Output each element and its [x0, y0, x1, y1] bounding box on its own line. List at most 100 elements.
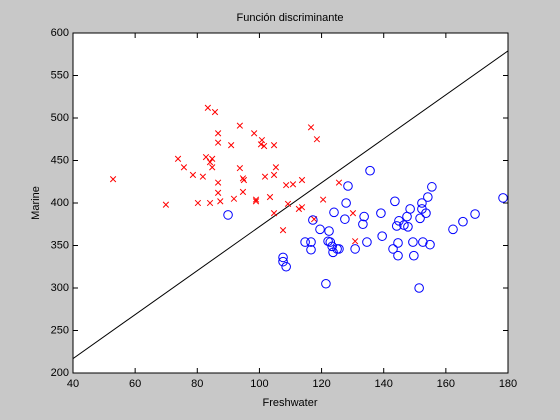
circle-marker [325, 237, 336, 247]
circle-marker [340, 214, 350, 224]
x-marker [228, 142, 235, 149]
x-marker [209, 155, 216, 162]
circle-marker [448, 224, 458, 235]
y-axis-label: Marine [30, 186, 42, 220]
x-tick-label: 140 [375, 378, 393, 390]
circle-marker [377, 231, 387, 241]
circle-marker [390, 196, 400, 207]
plot-layer [73, 50, 508, 359]
x-marker [109, 176, 117, 183]
circle-marker [408, 237, 418, 247]
circle-marker [403, 222, 413, 232]
y-tick-label: 400 [51, 197, 69, 209]
x-marker [214, 179, 222, 186]
x-marker [206, 199, 214, 207]
x-marker [174, 155, 182, 162]
x-marker [298, 204, 306, 211]
x-marker [239, 188, 247, 196]
x-marker [199, 173, 207, 180]
x-marker [313, 136, 321, 143]
circle-marker [341, 198, 351, 208]
x-marker [209, 164, 216, 171]
circle-marker [300, 237, 310, 247]
y-tick-label: 550 [51, 69, 69, 81]
y-tick-label: 300 [51, 282, 69, 294]
circle-marker [458, 216, 468, 227]
x-marker [189, 171, 197, 179]
x-marker [162, 201, 170, 208]
x-marker [279, 227, 287, 234]
x-marker [217, 198, 224, 205]
circle-marker [223, 210, 233, 220]
x-marker [230, 195, 238, 202]
x-marker [236, 164, 244, 172]
x-marker [214, 189, 222, 196]
circle-marker [423, 192, 433, 202]
circle-marker [409, 250, 419, 261]
x-marker [252, 198, 260, 205]
x-tick-label: 160 [437, 378, 455, 390]
circle-marker [281, 261, 291, 272]
axes-box [72, 32, 509, 374]
y-tick-label: 450 [51, 154, 69, 166]
x-marker [349, 210, 357, 217]
circle-marker [306, 237, 316, 247]
circle-marker [358, 219, 368, 230]
y-tick-label: 350 [51, 239, 69, 251]
x-axis-label: Freshwater [262, 397, 317, 409]
circle-marker [376, 208, 386, 218]
x-marker [319, 196, 327, 203]
circle-marker [362, 237, 372, 247]
circle-marker [425, 239, 435, 250]
x-marker [194, 199, 202, 207]
x-marker [211, 108, 219, 116]
x-marker [236, 122, 244, 129]
x-marker [257, 141, 265, 148]
circle-marker [308, 215, 318, 225]
x-marker [270, 142, 278, 149]
x-marker [270, 210, 278, 217]
x-tick-label: 40 [67, 378, 79, 390]
circle-marker [417, 198, 427, 208]
circle-marker [470, 209, 480, 219]
circle-marker [350, 244, 360, 254]
x-marker [298, 176, 306, 184]
x-marker [202, 153, 210, 161]
x-marker [270, 171, 278, 179]
circle-marker [393, 238, 403, 248]
x-marker [260, 142, 268, 150]
x-marker [204, 104, 212, 111]
x-marker [214, 139, 222, 146]
y-tick-label: 200 [51, 367, 69, 379]
x-tick-label: 100 [250, 378, 268, 390]
circle-marker [415, 213, 425, 224]
x-marker [351, 238, 359, 245]
x-tick-label: 120 [312, 378, 330, 390]
circle-marker [391, 221, 402, 231]
circle-marker [278, 252, 288, 263]
x-marker [252, 196, 260, 203]
x-marker [266, 193, 274, 201]
circle-marker [399, 220, 409, 230]
circle-marker [334, 244, 344, 254]
x-marker [214, 130, 222, 137]
x-marker [261, 173, 269, 180]
x-tick-label: 80 [191, 378, 203, 390]
circle-marker [329, 207, 339, 218]
x-marker [282, 181, 290, 189]
circle-marker [498, 193, 508, 203]
x-marker [240, 176, 248, 184]
circle-marker [327, 241, 337, 252]
y-tick-label: 500 [51, 112, 69, 124]
x-tick-label: 60 [129, 378, 141, 390]
discriminant-line [73, 50, 508, 359]
circle-marker [278, 256, 288, 267]
plot-area [73, 33, 508, 373]
x-marker [206, 159, 214, 166]
circle-marker [359, 211, 369, 222]
x-marker [307, 124, 315, 131]
circle-marker [421, 208, 431, 218]
x-marker [239, 175, 247, 182]
x-marker [272, 164, 280, 171]
x-marker [250, 130, 258, 137]
